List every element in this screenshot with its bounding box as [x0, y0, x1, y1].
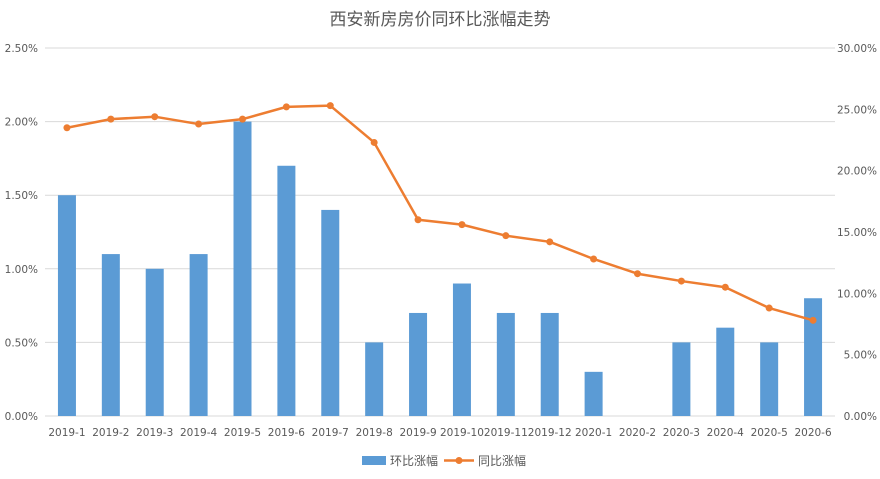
- y-right-tick-label: 5.00%: [844, 350, 877, 362]
- bar: [584, 371, 603, 416]
- bar: [452, 283, 471, 416]
- y-left-tick-label: 1.00%: [5, 264, 38, 276]
- bar: [321, 209, 340, 416]
- line-marker: [370, 138, 378, 146]
- y-left-tick-label: 2.00%: [5, 117, 38, 129]
- x-tick-label: 2019-6: [268, 427, 306, 439]
- bar: [145, 268, 164, 416]
- line-marker: [677, 277, 685, 285]
- y-left-tick-label: 0.50%: [5, 337, 38, 349]
- x-tick-label: 2019-2: [92, 427, 129, 439]
- bar: [365, 342, 384, 416]
- line-marker: [326, 102, 334, 110]
- bar: [409, 312, 428, 416]
- legend: 环比涨幅 同比涨幅: [362, 453, 526, 468]
- x-tick-label: 2020-6: [794, 427, 832, 439]
- bar: [189, 254, 208, 416]
- y-right-tick-label: 15.00%: [837, 227, 877, 239]
- x-tick-label: 2019-9: [399, 427, 436, 439]
- bar: [540, 312, 559, 416]
- y-right-tick-label: 10.00%: [837, 288, 877, 300]
- line-marker: [63, 124, 71, 132]
- x-tick-label: 2020-1: [575, 427, 612, 439]
- legend-label-line: 同比涨幅: [478, 453, 526, 468]
- y-right-tick-label: 20.00%: [837, 166, 877, 178]
- line-marker: [765, 304, 773, 312]
- x-tick-label: 2019-11: [484, 427, 528, 439]
- x-tick-label: 2020-4: [707, 427, 745, 439]
- line-marker: [107, 115, 115, 123]
- bar: [57, 195, 76, 416]
- bar: [233, 121, 252, 416]
- legend-swatch-marker: [455, 457, 463, 464]
- line-marker: [634, 270, 641, 278]
- line-marker: [809, 316, 817, 324]
- bar: [760, 342, 779, 416]
- line-layer: [63, 102, 817, 324]
- y-right-tick-label: 0.00%: [844, 411, 877, 423]
- x-tick-label: 2019-1: [48, 427, 85, 439]
- bar-layer: [57, 121, 823, 416]
- x-tick-label: 2020-2: [619, 427, 656, 439]
- x-tick-label: 2020-3: [663, 427, 700, 439]
- line-marker: [151, 113, 159, 121]
- x-tick-label: 2019-7: [312, 427, 349, 439]
- line-marker: [502, 232, 510, 240]
- y-right-tick-label: 30.00%: [837, 43, 877, 55]
- y-right-tick-label: 25.00%: [837, 104, 877, 116]
- y-left-tick-label: 1.50%: [5, 190, 38, 202]
- line-marker: [239, 115, 246, 123]
- line-marker: [195, 120, 203, 128]
- y-left-tick-label: 0.00%: [5, 411, 38, 423]
- bar: [672, 342, 691, 416]
- chart-title: 西安新房房价同环比涨幅走势: [330, 10, 551, 30]
- bar: [101, 254, 120, 416]
- x-tick-label: 2019-4: [180, 427, 218, 439]
- legend-label-bar: 环比涨幅: [390, 453, 438, 468]
- bar: [496, 312, 515, 416]
- bar: [716, 327, 735, 416]
- bar: [804, 298, 823, 416]
- axis-layer: 0.00% 0.50% 1.00% 1.50% 2.00% 2.50% 0.00% 5.00%…: [5, 43, 877, 439]
- series-line: [66, 104, 814, 322]
- x-tick-label: 2020-5: [751, 427, 788, 439]
- line-marker: [546, 238, 554, 246]
- line-marker: [458, 221, 466, 229]
- x-tick-label: 2019-10: [440, 427, 484, 439]
- legend-swatch-bar: [362, 456, 386, 465]
- bar: [277, 165, 296, 416]
- line-marker: [590, 255, 598, 263]
- line-marker: [282, 103, 290, 111]
- x-tick-label: 2019-5: [224, 427, 261, 439]
- x-tick-label: 2019-8: [356, 427, 393, 439]
- x-tick-label: 2019-12: [528, 427, 572, 439]
- x-tick-label: 2019-3: [136, 427, 173, 439]
- y-left-tick-label: 2.50%: [5, 43, 38, 55]
- line-marker: [414, 216, 422, 224]
- line-marker: [721, 283, 729, 291]
